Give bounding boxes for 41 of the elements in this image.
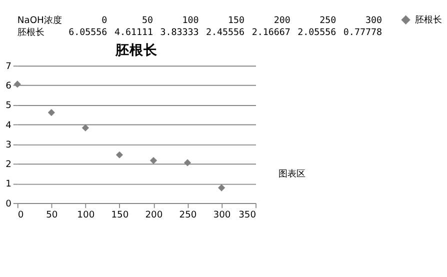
text: 100 xyxy=(182,16,199,26)
x-tick-label: 300 xyxy=(213,210,231,220)
text: 200 xyxy=(274,16,290,26)
text: 图表区 xyxy=(278,168,306,180)
text: 300 xyxy=(365,16,382,26)
y-tick-label: 3 xyxy=(6,140,12,150)
text: 胚根长 xyxy=(17,28,44,38)
x-tick-label: 50 xyxy=(46,210,58,220)
chart-title: 胚根长 xyxy=(114,42,158,59)
text: 2.16667 xyxy=(252,28,290,38)
y-tick-label: 5 xyxy=(6,101,12,112)
y-tick-label: 2 xyxy=(6,160,12,170)
point xyxy=(184,159,192,166)
text: 0 xyxy=(102,16,108,26)
x-tick-label: 200 xyxy=(145,210,163,220)
text: 6.05556 xyxy=(68,28,108,38)
y-tick-label: 6 xyxy=(6,81,12,92)
x-tick-label: 100 xyxy=(77,210,95,220)
y-tick-label: 7 xyxy=(6,62,12,72)
y-tick-label: 0 xyxy=(6,199,12,210)
text: 150 xyxy=(228,16,245,26)
point xyxy=(82,124,89,132)
text: 4.61111 xyxy=(114,28,153,38)
point xyxy=(48,109,55,116)
point xyxy=(218,184,226,192)
text: 3.83333 xyxy=(160,28,199,38)
legend-label: 胚根长 xyxy=(414,14,442,26)
x-tick-label: 150 xyxy=(111,210,129,220)
point xyxy=(150,156,158,164)
text: 250 xyxy=(320,16,336,26)
text: 50 xyxy=(142,16,153,26)
y-tick-label: 1 xyxy=(6,180,12,190)
y-tick-label: 4 xyxy=(6,120,12,131)
point xyxy=(116,151,124,158)
text: 0.77778 xyxy=(343,28,382,38)
text: 2.45556 xyxy=(206,28,245,38)
x-tick-label: 350 xyxy=(238,210,256,220)
x-axis-title: NaOH浓度 xyxy=(17,15,62,26)
x-tick-label: 0 xyxy=(18,210,24,220)
x-tick-label: 250 xyxy=(179,210,197,220)
text: 2.05556 xyxy=(298,28,336,38)
